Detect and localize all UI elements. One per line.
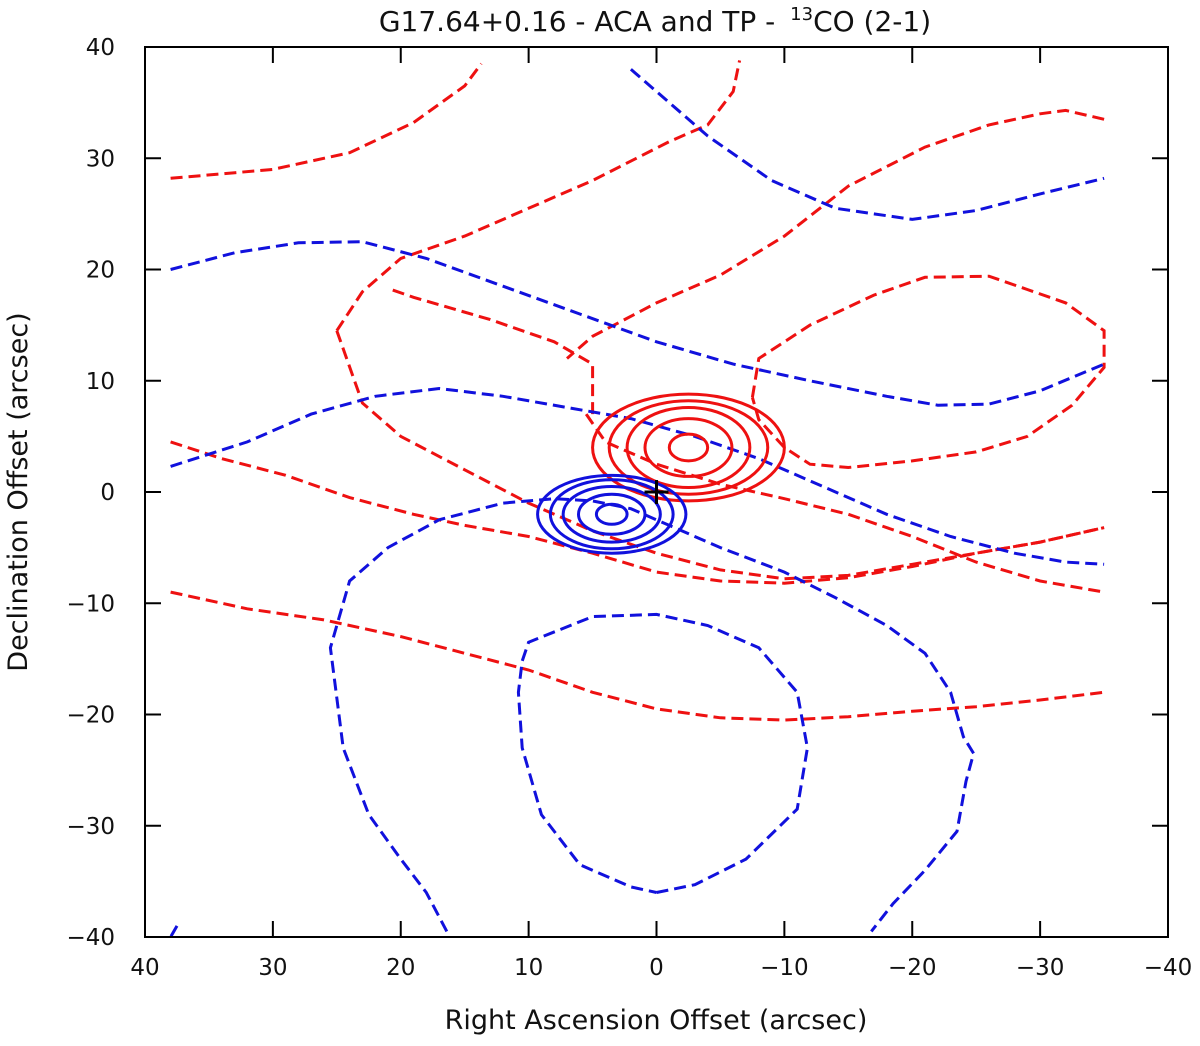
contour-blue-aca-level-2 [576,492,647,536]
y-tick-label: −10 [66,591,115,617]
contour-red-tp-6 [387,286,595,415]
x-tick-label: −20 [888,955,937,981]
contour-red-tp-8 [750,274,1106,470]
source-marker-layer [644,480,669,504]
contour-red-tp-9 [566,108,1105,360]
contour-red-tp-2 [335,60,742,332]
x-tick-label: −10 [760,955,809,981]
contour-red-aca-level-5 [591,392,786,503]
contour-blue-tp-1 [629,68,1105,221]
y-tick-label: 0 [100,480,115,506]
x-tick-label: −30 [1016,955,1065,981]
y-tick-label: 10 [86,369,115,395]
chart-title-main: G17.64+0.16 - ACA and TP - [379,5,784,38]
y-tick-label: 30 [86,146,115,172]
x-tick-label: 0 [649,955,664,981]
chart-title: G17.64+0.16 - ACA and TP - 13CO (2-1) [379,4,931,38]
contour-red-tp-3 [335,330,1105,581]
contour-blue-tp-6 [169,925,179,937]
contour-blue-tp-2 [170,240,1105,407]
contour-red-aca-level-1 [667,432,710,463]
contour-red-tp-7 [584,413,1105,594]
y-tick-label: −30 [66,814,115,840]
contour-red-aca-level-4 [607,399,770,496]
y-axis-label: Declination Offset (arcsec) [3,312,34,671]
x-tick-label: 40 [130,955,159,981]
y-tick-label: 20 [86,258,115,284]
chart-title-isotope: 13 [790,4,813,25]
x-tick-label: −40 [1144,955,1193,981]
contour-red-aca-level-3 [625,405,752,490]
contour-blue-tp-3 [170,386,1105,566]
contour-blue-tp-5 [516,612,809,894]
x-axis: 40 30 20 10 0 −10 −20 −30 −40 [130,47,1192,981]
x-tick-label: 10 [514,955,543,981]
contour-red-tp-1 [170,62,483,180]
x-tick-label: 30 [258,955,287,981]
y-tick-label: 40 [86,35,115,61]
contour-blue-aca-level-4 [548,478,675,551]
y-tick-label: −20 [66,703,115,729]
chart-title-molecule: CO (2-1) [813,5,931,38]
contour-red-tp-4 [170,440,1105,585]
contour-blue-aca-level-1 [594,502,629,526]
contour-layer [169,60,1106,937]
y-tick-label: −40 [66,925,115,951]
x-tick-label: 20 [386,955,415,981]
y-axis: 40 30 20 10 0 −10 −20 −30 −40 [66,35,1168,951]
contour-blue-aca-level-3 [561,484,662,544]
x-axis-label: Right Ascension Offset (arcsec) [445,1005,868,1036]
contour-red-tp-5 [170,590,1105,722]
contour-red-aca-level-2 [643,417,734,478]
contour-blue-aca-level-5 [536,473,688,555]
